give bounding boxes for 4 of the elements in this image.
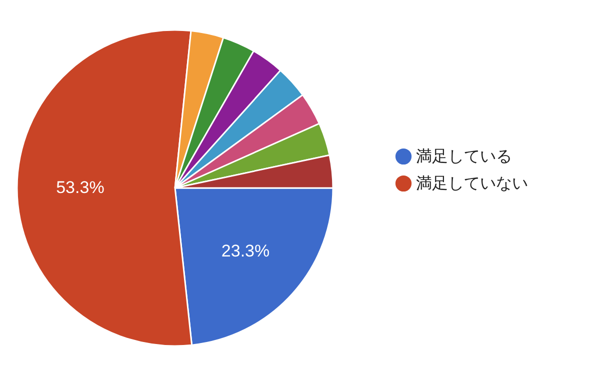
data-label: 23.3% <box>221 241 270 260</box>
data-label: 53.3% <box>56 178 104 198</box>
legend-label: 満足している <box>416 148 512 166</box>
legend-label: 満足していない <box>416 174 528 192</box>
